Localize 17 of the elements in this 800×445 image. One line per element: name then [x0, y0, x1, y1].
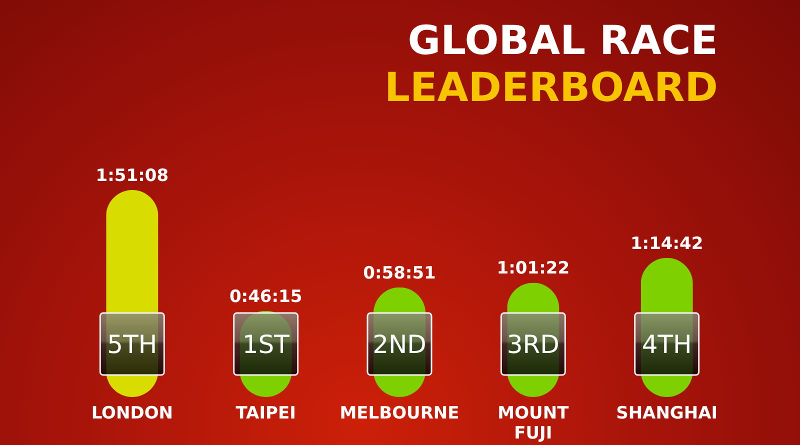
- x-tick-label: MOUNT FUJI: [498, 404, 570, 444]
- x-tick-label: MELBOURNE: [340, 404, 460, 424]
- x-tick-label: LONDON: [91, 404, 174, 424]
- annotation: 4TH: [642, 330, 692, 359]
- annotation: 3RD: [506, 330, 560, 359]
- annotation: 2ND: [372, 330, 426, 359]
- data-label: 1:01:22: [496, 258, 570, 279]
- chart-title: GLOBAL RACE: [408, 18, 718, 64]
- chart-subtitle: LEADERBOARD: [384, 65, 718, 111]
- data-label: 1:14:42: [630, 234, 704, 254]
- annotation: 5TH: [107, 330, 158, 359]
- x-tick-label: SHANGHAI: [616, 404, 718, 424]
- data-label: 1:51:08: [96, 166, 169, 186]
- annotation: 1ST: [242, 330, 290, 359]
- x-tick-label: TAIPEI: [236, 404, 296, 424]
- data-label: 0:46:15: [229, 286, 302, 307]
- data-label: 0:58:51: [363, 263, 436, 284]
